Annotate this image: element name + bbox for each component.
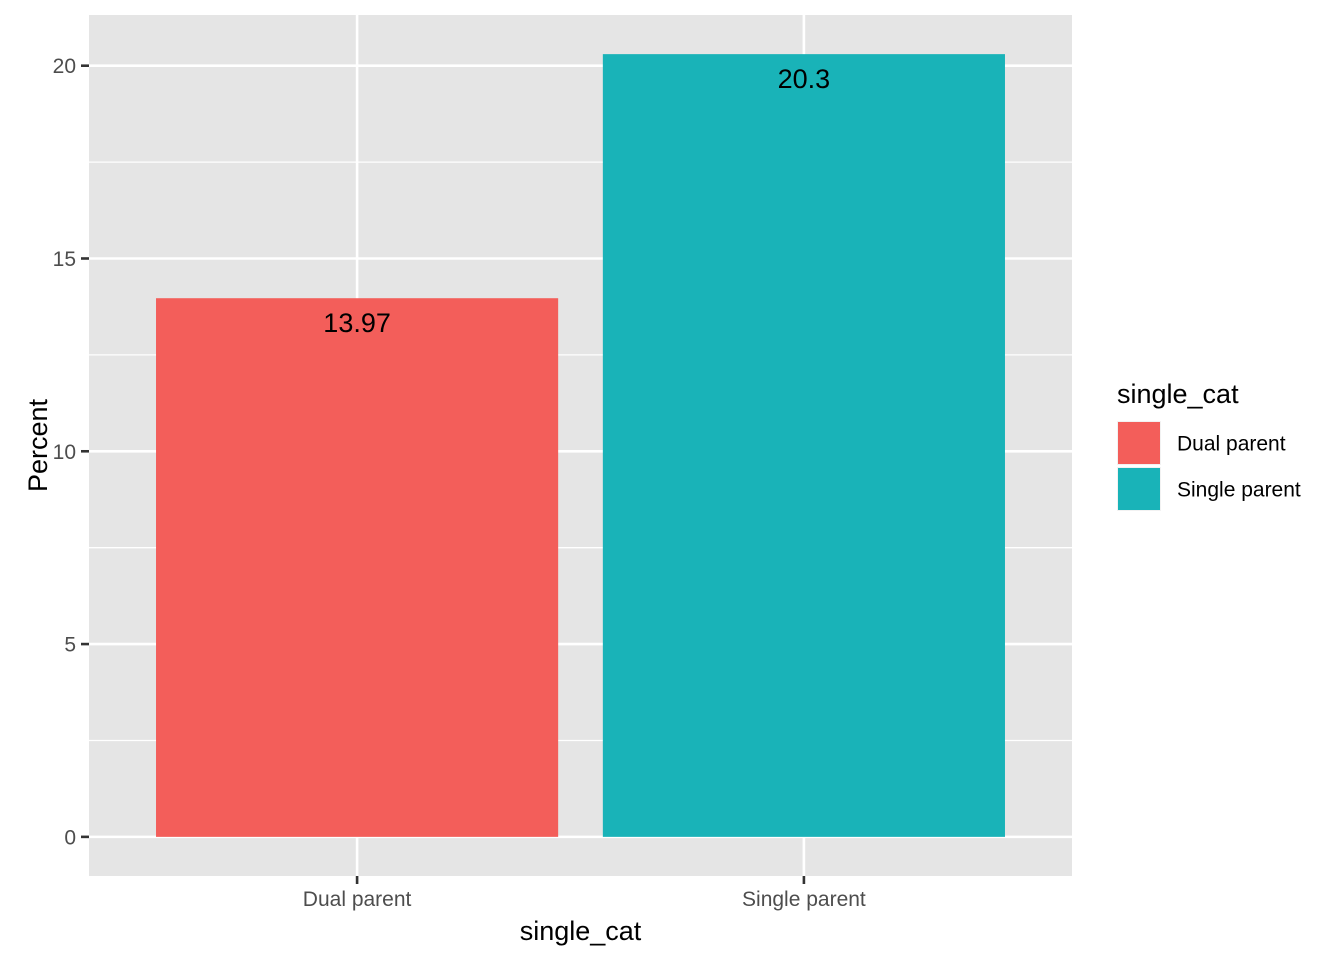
- bar-value-label: 13.97: [323, 308, 391, 338]
- axes: 0 5 10 15 20 Dual parent Single parent: [53, 55, 866, 911]
- y-tick-label: 10: [53, 441, 76, 464]
- bar: [156, 298, 559, 837]
- x-tick-label: Dual parent: [303, 888, 412, 911]
- legend-items: Dual parent Single parent: [1117, 421, 1301, 511]
- x-axis-title: single_cat: [520, 916, 642, 946]
- bar-labels: 13.97 20.3: [323, 64, 830, 338]
- legend: single_cat Dual parent Single parent: [1117, 379, 1301, 511]
- bars: [156, 54, 1005, 837]
- x-tick-label: Single parent: [742, 888, 866, 911]
- bar: [602, 54, 1005, 837]
- legend-entry-label: Dual parent: [1177, 433, 1286, 456]
- legend-entry-label: Single parent: [1177, 479, 1301, 502]
- y-tick-label: 15: [53, 248, 76, 271]
- legend-key-swatch: [1118, 422, 1160, 464]
- y-tick-label: 20: [53, 55, 76, 78]
- y-tick-label: 0: [64, 826, 76, 849]
- y-tick-label: 5: [64, 634, 76, 657]
- legend-key-swatch: [1118, 468, 1160, 510]
- legend-title: single_cat: [1117, 379, 1239, 409]
- bar-value-label: 20.3: [778, 64, 831, 94]
- y-axis-title: Percent: [23, 398, 53, 492]
